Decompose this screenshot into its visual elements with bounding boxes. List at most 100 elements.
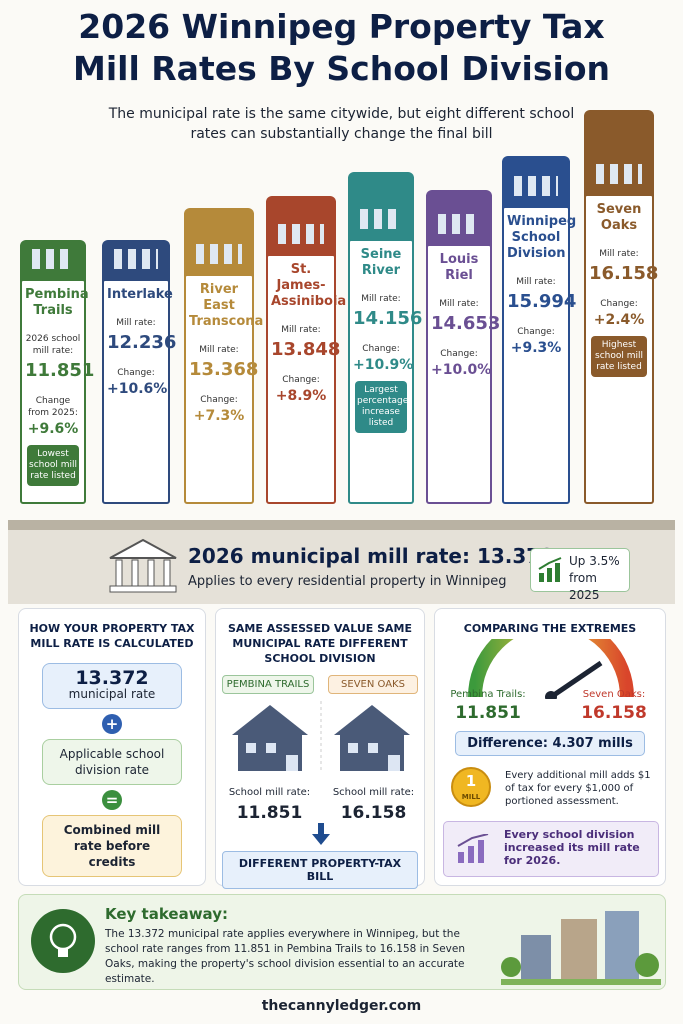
mill-rate: 15.994 [507,291,577,312]
high-value: 16.158 [581,703,647,723]
change: +10.0% [431,362,492,378]
school-building: Winnipeg School Division Mill rate: 15.994… [496,156,576,504]
division-name: Interlake [107,287,173,302]
result-box: Combined mill rate before credits [42,815,182,877]
change-label: Change: [600,299,638,309]
change: +2.4% [593,312,645,328]
rate-label: Mill rate: [116,318,156,328]
footer: thecannyledger.com [261,998,422,1014]
mill-rate: 12.236 [107,332,177,353]
low-value: 11.851 [455,703,521,723]
change-label: Change: [282,375,320,385]
municipal-value: 13.372 [75,667,149,689]
mill-rate: 14.653 [431,313,501,334]
school-box: Applicable school division rate [42,739,182,785]
skyline: Pembina Trails 2026 school mill rate: 11.8… [20,110,659,504]
rate-label: Mill rate: [361,294,401,304]
compare-result: DIFFERENT PROPERTY-TAX BILL [222,851,418,889]
building-windows [514,176,558,196]
right-name: SEVEN OAKS [328,675,418,694]
takeaway: Key takeaway: The 13.372 municipal rate … [18,894,666,990]
change-label: Change: [200,395,238,405]
municipal-label: municipal rate [68,687,156,701]
change: +10.6% [107,381,168,397]
left-value: 11.851 [236,803,303,823]
mill-rate: 16.158 [589,263,659,284]
change-label: Change: [117,368,155,378]
building-roof [584,110,654,198]
change-label: Change: [362,344,400,354]
building-windows [114,249,158,269]
division-name: Seine River [360,247,402,278]
compare-panel: SAME ASSESSED VALUE SAME MUNICIPAL RATE … [215,608,425,889]
rate-label: Mill rate: [281,325,321,335]
right-label: School mill rate: [332,787,415,798]
building-windows [596,164,642,184]
panel-title: HOW YOUR PROPERTY TAX MILL RATE IS CALCU… [29,622,195,650]
building-roof [184,208,254,278]
building-card: Louis Riel Mill rate: 14.653 Change: +10.0% [426,244,501,504]
building-card: Seven Oaks Mill rate: 16.158 Change: +2.4% Hi… [584,194,659,504]
badge: Largest percentage increase listed [355,381,408,433]
change-label: Change: [440,349,478,359]
building-card: Interlake Mill rate: 12.236 Change: +10.6% [102,279,177,504]
badge: Lowest school mill rate listed [27,445,79,486]
division-name: Louis Riel [439,252,479,283]
low-name: Pembina Trails: [450,689,526,700]
gauge [468,639,634,699]
title-line: Mill Rates By School Division [73,49,610,88]
mill-rate: 14.156 [353,308,423,329]
banner: 2026 municipal mill rate: 13.372 Applies… [8,520,675,604]
school-building: River East Transcona Mill rate: 13.368 Chan… [178,208,264,504]
mill-note: Every additional mill adds $1 of tax for… [505,770,651,807]
change: +9.3% [510,340,562,356]
left-label: School mill rate: [228,787,311,798]
difference: Difference: 4.307 mills [455,731,645,756]
increase-icon [457,834,489,863]
bulb-icon [31,909,95,973]
takeaway-text: The 13.372 municipal rate applies everyw… [105,928,466,985]
banner-title: 2026 municipal mill rate: 13.372 [188,544,555,568]
coin-label: MILL [461,793,481,801]
panel-title: COMPARING THE EXTREMES [463,622,637,635]
rate-label: Mill rate: [199,345,239,355]
mill-rate: 13.368 [189,359,259,380]
rate-label: Mill rate: [599,249,639,259]
building-card: St. James-Assiniboia Mill rate: 13.848 Chan… [266,254,347,504]
division-name: Pembina Trails [25,287,89,318]
division-name: St. James-Assiniboia [271,262,347,309]
subtitle: The municipal rate is the same citywide,… [108,106,575,142]
plus: + [102,714,122,734]
title-line: 2026 Winnipeg Property Tax [78,7,605,46]
building-card: Winnipeg School Division Mill rate: 15.994… [502,206,577,504]
high-name: Seven Oaks: [582,689,646,700]
school-building: Louis Riel Mill rate: 14.653 Change: +10.0% [420,190,501,504]
panel-title: SAME ASSESSED VALUE SAME MUNICIPAL RATE … [228,622,412,665]
change: +10.9% [353,357,414,373]
division-name: River East Transcona [189,282,264,329]
building-roof [348,172,414,243]
change-label: Change: [517,327,555,337]
arrow [312,823,330,845]
change-label: Change from 2025: [28,396,78,418]
school-building: St. James-Assiniboia Mill rate: 13.848 Chan… [260,196,347,504]
building-card: Seine River Mill rate: 14.156 Change: +10.9%… [348,239,423,504]
takeaway-title: Key takeaway: [105,905,228,923]
increase-note-box: Every school division increased its mill… [443,821,659,877]
change: +7.3% [193,408,245,424]
coin: 1 MILL [451,767,491,807]
building-windows [196,244,242,264]
school-building: Interlake Mill rate: 12.236 Change: +10.6% [96,240,176,504]
rate-label: Mill rate: [516,277,556,287]
change: +8.9% [275,388,327,404]
increase-note: Every school division increased its mill… [504,828,640,867]
banner-change: Up 3.5% from 2025 [530,548,630,602]
rate-label: Mill rate: [439,299,479,309]
building-windows [32,249,74,269]
badge: Highest school mill rate listed [591,336,647,377]
rate-label: 2026 school mill rate: [25,334,81,356]
trend-icon [538,557,562,582]
building-card: Pembina Trails 2026 school mill rate: 11.8… [20,279,94,504]
division-name: Winnipeg School Division [507,214,577,261]
building-card: River East Transcona Mill rate: 13.368 Chan… [184,274,264,504]
